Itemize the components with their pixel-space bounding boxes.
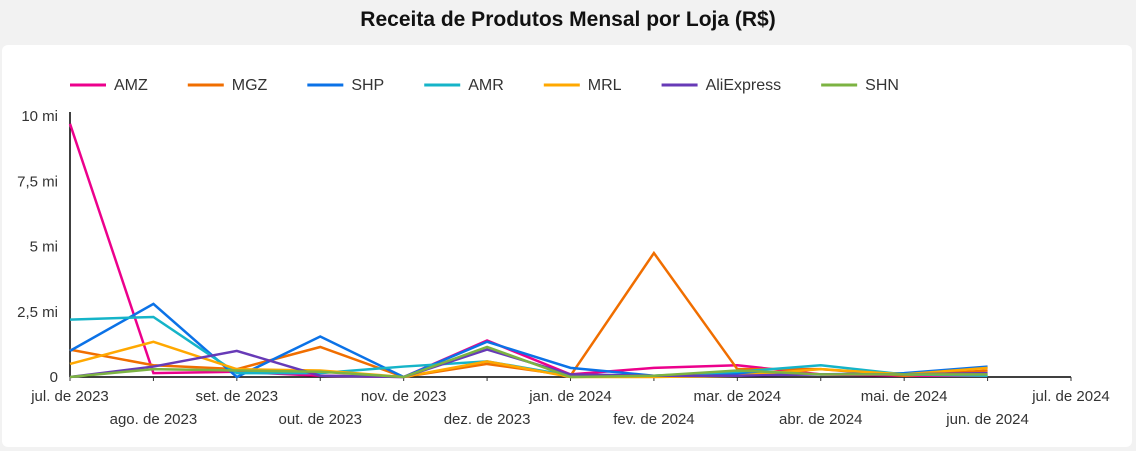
chart-card	[2, 45, 1132, 447]
legend-label: MGZ	[232, 77, 268, 94]
series-line-shn	[69, 345, 988, 379]
x-tick-label: abr. de 2024	[779, 411, 862, 428]
x-tick-label: mai. de 2024	[861, 388, 948, 405]
series-line-shp	[69, 302, 988, 379]
x-tick-label: ago. de 2023	[110, 411, 198, 428]
x-tick-label: out. de 2023	[279, 411, 362, 428]
x-tick-label: jul. de 2024	[1031, 388, 1110, 405]
x-tick-label: fev. de 2024	[613, 411, 694, 428]
series-line-amz	[68, 123, 988, 379]
legend-label: SHN	[865, 77, 899, 94]
x-tick-label: dez. de 2023	[444, 411, 531, 428]
x-tick-label: nov. de 2023	[361, 388, 447, 405]
y-tick-label: 7,5 mi	[17, 173, 58, 190]
legend-label: MRL	[588, 77, 622, 94]
legend-label: AMR	[468, 77, 504, 94]
y-tick-label: 5 mi	[30, 239, 58, 256]
y-tick-label: 2,5 mi	[17, 304, 58, 321]
x-tick-label: jun. de 2024	[945, 411, 1029, 428]
legend-label: SHP	[351, 77, 384, 94]
chart-title: Receita de Produtos Mensal por Loja (R$)	[360, 8, 776, 31]
x-tick-label: mar. de 2024	[694, 388, 782, 405]
x-tick-label: set. de 2023	[196, 388, 279, 405]
y-tick-label: 10 mi	[21, 108, 58, 125]
legend-label: AMZ	[114, 77, 148, 94]
legend-label: AliExpress	[706, 77, 782, 94]
y-tick-label: 0	[50, 369, 58, 386]
series-line-mrl	[69, 340, 988, 379]
x-tick-label: jul. de 2023	[30, 388, 109, 405]
x-tick-label: jan. de 2024	[528, 388, 612, 405]
